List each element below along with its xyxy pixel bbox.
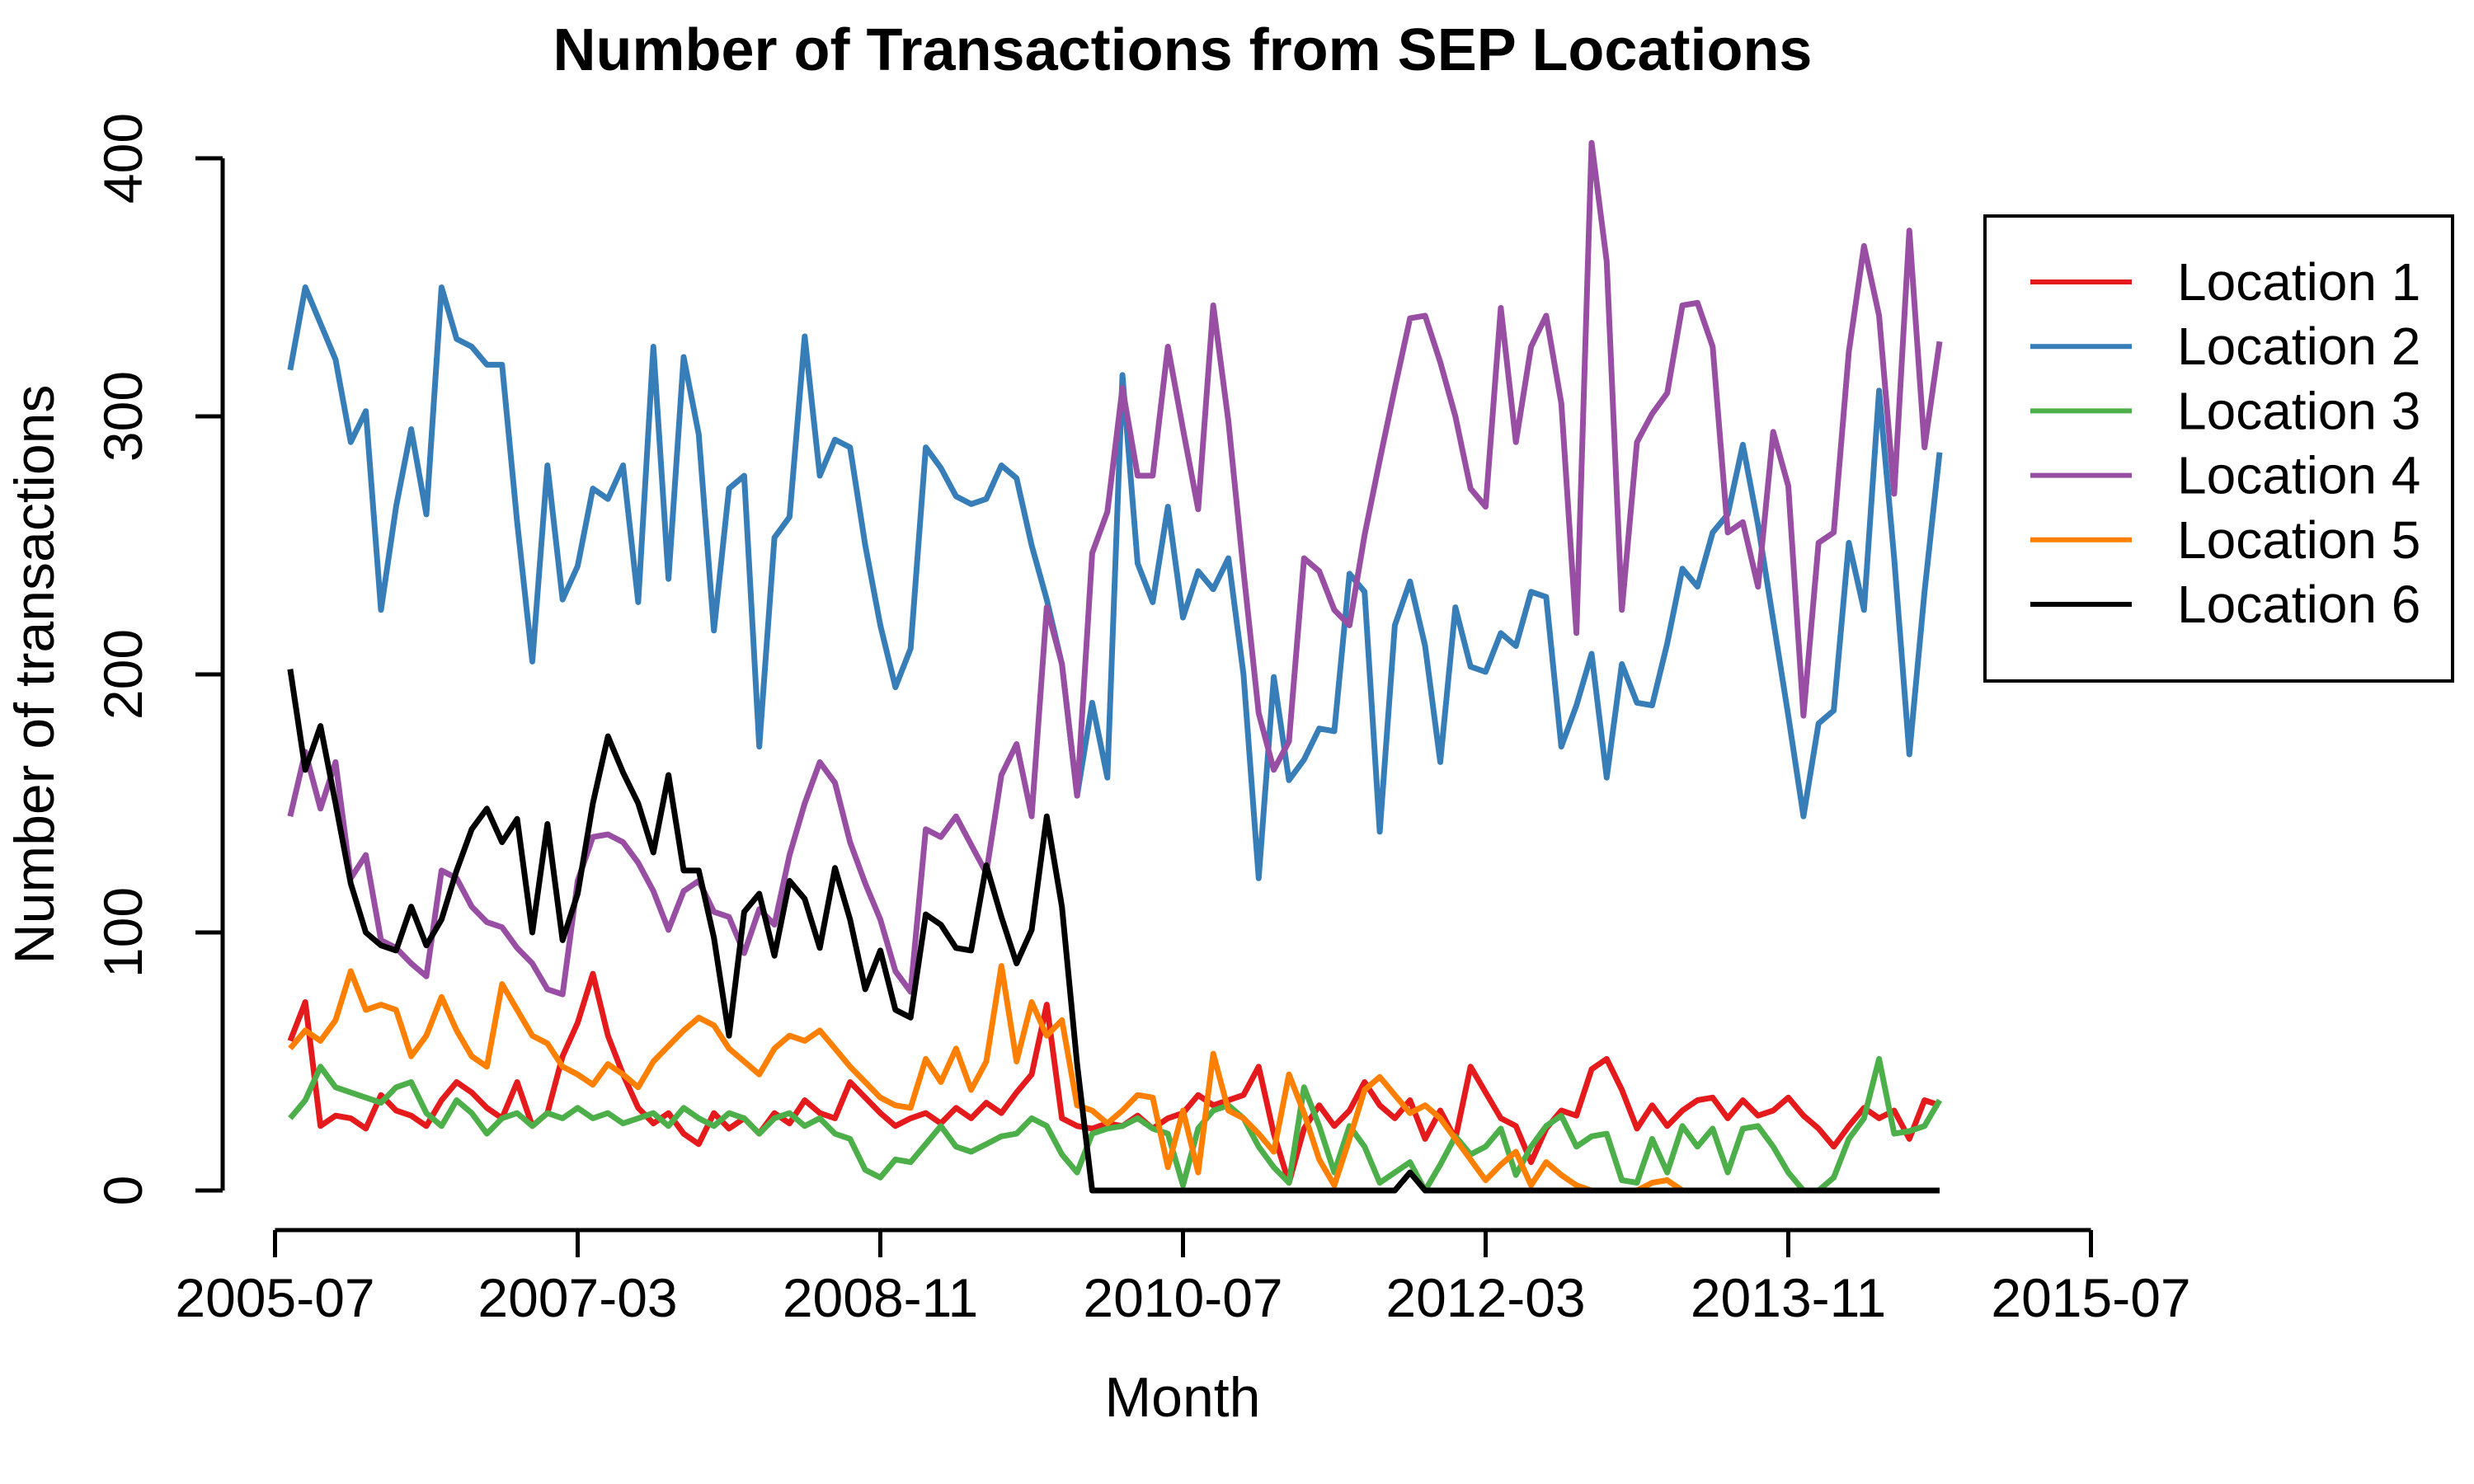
legend-entry-location-1: Location 1 [2030,252,2420,312]
legend-label-location-5: Location 5 [2177,510,2420,570]
y-tick-label: 100 [92,887,153,978]
legend-label-location-6: Location 6 [2177,575,2420,634]
legend-entry-location-5: Location 5 [2030,510,2420,570]
legend-entry-location-6: Location 6 [2030,575,2420,634]
series-lines [287,139,1943,1194]
x-tick-label: 2013-11 [1691,1267,1886,1328]
legend-label-location-1: Location 1 [2177,252,2420,312]
y-tick-label: 200 [92,629,153,720]
x-tick-label: 2005-07 [175,1267,374,1328]
x-tick-label: 2015-07 [1991,1267,2190,1328]
legend-label-location-3: Location 3 [2177,381,2420,440]
series-line-location-6 [287,669,1940,1194]
y-tick-label: 0 [92,1176,153,1206]
series-line-location-3 [288,1055,1943,1194]
series-line-location-1 [287,970,1941,1186]
y-tick-label: 300 [92,371,153,462]
legend-entry-location-2: Location 2 [2030,317,2420,376]
x-tick-label: 2012-03 [1385,1267,1585,1328]
axes: 2005-07 2007-03 2008-11 2010-07 2012-03 2013-… [92,113,2191,1328]
y-tick-label: 400 [92,113,153,204]
chart-title: Number of Transactions from SEP Location… [553,17,1813,83]
series-line-location-2 [287,284,1943,881]
x-tick-label: 2008-11 [783,1267,978,1328]
x-axis-title: Month [1105,1366,1261,1429]
series-line-location-4 [287,139,1943,998]
legend-label-location-4: Location 4 [2177,446,2420,505]
series-line-location-5 [288,963,1940,1194]
y-axis-title: Number of transactions [3,385,66,965]
legend-entry-location-3: Location 3 [2030,381,2420,440]
legend-label-location-2: Location 2 [2177,317,2420,376]
x-tick-label: 2010-07 [1083,1267,1282,1328]
x-tick-label: 2007-03 [477,1267,677,1328]
legend-entry-location-4: Location 4 [2030,446,2420,505]
